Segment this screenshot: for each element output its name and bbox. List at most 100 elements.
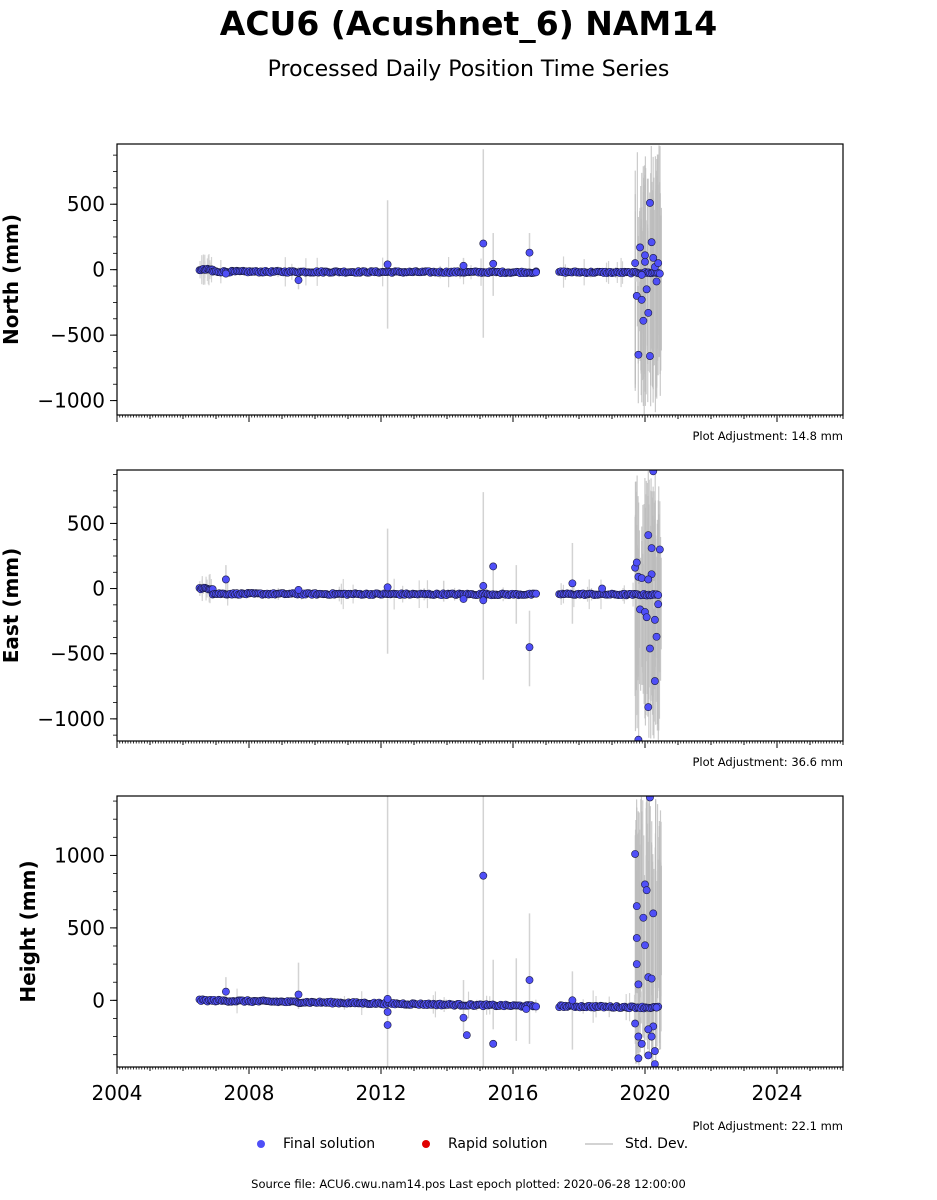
data-point bbox=[642, 285, 651, 294]
legend-rapid: Rapid solution bbox=[422, 1136, 548, 1152]
legend-std: Std. Dev. bbox=[585, 1136, 688, 1152]
data-point bbox=[644, 308, 653, 317]
data-point bbox=[459, 261, 468, 270]
data-point bbox=[459, 595, 468, 603]
data-point bbox=[479, 596, 488, 605]
data-point bbox=[294, 585, 303, 594]
data-point bbox=[532, 589, 540, 598]
data-point bbox=[532, 1002, 540, 1011]
data-point bbox=[479, 871, 488, 880]
y-tick-label: 500 bbox=[67, 192, 105, 216]
data-point bbox=[489, 562, 498, 571]
data-point bbox=[655, 545, 664, 554]
data-point bbox=[646, 644, 654, 653]
final-solution-marker-icon bbox=[257, 1140, 265, 1148]
data-point bbox=[525, 248, 534, 257]
std-dev-line-icon bbox=[585, 1143, 613, 1145]
data-point bbox=[654, 600, 663, 609]
data-point bbox=[383, 1021, 392, 1029]
chart-subtitle: Processed Daily Position Time Series bbox=[267, 57, 670, 82]
data-point bbox=[489, 1039, 498, 1048]
y-tick-label: −1000 bbox=[37, 707, 105, 731]
y-tick-label: 500 bbox=[67, 916, 105, 940]
data-point bbox=[646, 352, 654, 360]
data-point bbox=[651, 677, 659, 685]
panel-3: 2004 2008 2012 2016 2020 2024 0 500 1000 Height (… bbox=[16, 795, 844, 1133]
data-point bbox=[649, 470, 658, 476]
panel-plot-area bbox=[195, 796, 663, 1067]
data-point bbox=[639, 913, 648, 922]
legend-rapid-label: Rapid solution bbox=[448, 1136, 548, 1152]
panel-frame bbox=[116, 143, 844, 416]
data-point bbox=[641, 251, 649, 260]
panel-plot-area bbox=[195, 145, 664, 415]
data-point bbox=[631, 259, 639, 268]
data-point bbox=[221, 987, 230, 996]
data-point bbox=[631, 850, 639, 858]
data-point bbox=[651, 1047, 659, 1055]
data-point bbox=[294, 276, 303, 285]
rapid-solution-marker-icon bbox=[422, 1140, 430, 1148]
data-point bbox=[634, 980, 643, 989]
data-point bbox=[632, 558, 641, 567]
data-point bbox=[651, 1060, 659, 1067]
data-point bbox=[532, 268, 540, 277]
data-point bbox=[525, 976, 534, 984]
data-point bbox=[522, 1005, 531, 1013]
plot-adjustment: Plot Adjustment: 14.8 mm bbox=[692, 429, 843, 443]
y-tick-label: 0 bbox=[92, 988, 105, 1012]
data-point bbox=[568, 579, 577, 588]
data-point bbox=[383, 1008, 392, 1016]
data-point bbox=[632, 960, 641, 969]
data-point bbox=[221, 575, 230, 584]
y-tick-label: 1000 bbox=[54, 843, 105, 867]
data-point bbox=[642, 613, 651, 622]
data-point bbox=[479, 582, 488, 590]
data-point bbox=[634, 1032, 643, 1041]
x-tick-label: 2004 bbox=[92, 1081, 143, 1105]
panel-2: −1000 −500 0 500 East (mm) Plot Adjustment: 3… bbox=[0, 469, 844, 769]
data-point bbox=[641, 941, 649, 950]
source-footer: Source file: ACU6.cwu.nam14.pos Last epo… bbox=[251, 1177, 686, 1191]
data-point bbox=[383, 260, 392, 269]
legend-final: Final solution bbox=[257, 1136, 375, 1152]
data-point bbox=[647, 238, 656, 247]
data-point bbox=[525, 643, 534, 652]
data-point bbox=[649, 909, 658, 918]
data-point bbox=[637, 574, 646, 583]
data-point bbox=[644, 1051, 653, 1060]
data-point bbox=[294, 990, 303, 999]
panel-frame bbox=[116, 795, 844, 1068]
data-point bbox=[646, 199, 654, 207]
y-tick-label: 500 bbox=[67, 511, 105, 535]
data-point bbox=[652, 632, 661, 641]
data-point bbox=[644, 1025, 653, 1034]
data-point bbox=[644, 703, 653, 712]
plot-adjustment: Plot Adjustment: 22.1 mm bbox=[692, 1119, 843, 1133]
data-point bbox=[644, 575, 653, 584]
chart-title: ACU6 (Acushnet_6) NAM14 bbox=[219, 4, 718, 43]
y-axis-label: North (mm) bbox=[0, 214, 23, 345]
y-tick-label: −500 bbox=[50, 642, 105, 666]
data-point bbox=[598, 584, 606, 593]
data-point bbox=[632, 902, 641, 911]
legend-std-label: Std. Dev. bbox=[625, 1136, 689, 1152]
data-point bbox=[649, 253, 658, 262]
y-axis-label: Height (mm) bbox=[16, 860, 40, 1002]
plot-adjustment: Plot Adjustment: 36.6 mm bbox=[692, 755, 843, 769]
data-point bbox=[489, 259, 498, 268]
data-point bbox=[479, 239, 488, 248]
data-point bbox=[221, 269, 230, 278]
data-point bbox=[634, 350, 643, 359]
data-point bbox=[637, 295, 646, 304]
data-point bbox=[647, 1032, 656, 1041]
data-point bbox=[637, 271, 646, 279]
x-tick-label: 2012 bbox=[356, 1081, 407, 1105]
data-point bbox=[568, 996, 577, 1005]
data-point bbox=[642, 886, 651, 895]
data-point bbox=[641, 257, 649, 266]
data-point bbox=[459, 1013, 468, 1022]
panel-1: −1000 −500 0 500 North (mm) Plot Adjustment: … bbox=[0, 143, 844, 443]
x-tick-label: 2024 bbox=[752, 1081, 803, 1105]
